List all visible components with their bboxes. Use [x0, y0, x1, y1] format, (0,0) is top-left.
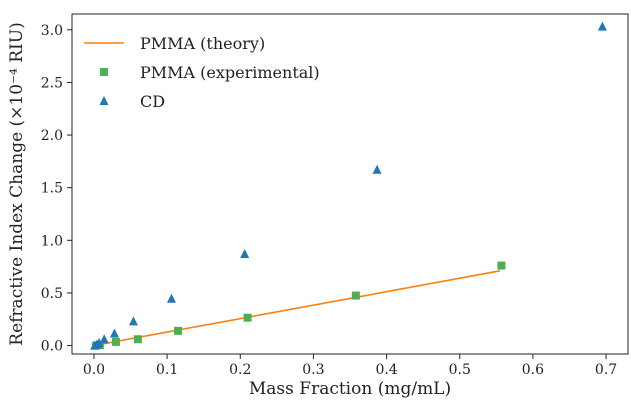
- y-tick-label: 2.5: [41, 75, 63, 91]
- legend-triangle-swatch: [99, 96, 109, 105]
- y-axis-label: Refractive Index Change (×10⁻⁴ RIU): [7, 22, 27, 345]
- cd-point: [94, 337, 104, 347]
- cd-point: [166, 293, 176, 303]
- experimental-point: [497, 261, 506, 270]
- plot-frame: [71, 13, 629, 355]
- x-tick-label: 0.5: [449, 362, 471, 378]
- legend-item: PMMA (theory): [84, 34, 265, 53]
- cd-point: [240, 249, 250, 258]
- x-axis-label: Mass Fraction (mg/mL): [249, 379, 451, 399]
- cd-point: [128, 316, 138, 326]
- experimental-point: [351, 291, 360, 300]
- legend: PMMA (theory) PMMA (experimental) CD: [84, 34, 320, 111]
- y-tick-label: 1.5: [41, 181, 63, 197]
- y-tick-label: 0.5: [41, 286, 63, 302]
- x-tick-label: 0.4: [375, 362, 397, 378]
- y-tick-label: 1.0: [41, 233, 63, 249]
- experimental-point: [243, 313, 252, 322]
- experimental-point: [133, 335, 142, 344]
- theory-line: [93, 270, 501, 347]
- x-tick-label: 0.2: [229, 362, 251, 378]
- legend-label: PMMA (experimental): [140, 63, 320, 82]
- legend-square-swatch: [100, 68, 108, 76]
- y-tick-label: 2.0: [41, 128, 63, 144]
- x-tick-label: 0.7: [595, 362, 617, 378]
- legend-item: CD: [99, 92, 165, 111]
- experimental-point: [174, 326, 183, 335]
- x-tick-label: 0.0: [83, 362, 105, 378]
- x-tick-label: 0.3: [302, 362, 324, 378]
- y-axis-ticks: 0.0 0.5 1.0 1.5 2.0 2.5 3.0: [41, 23, 72, 355]
- legend-item: PMMA (experimental): [100, 63, 320, 82]
- legend-label: CD: [140, 92, 165, 111]
- x-tick-label: 0.1: [156, 362, 178, 378]
- cd-point: [372, 164, 382, 174]
- cd-point: [597, 21, 607, 31]
- y-tick-label: 0.0: [41, 339, 63, 355]
- experimental-point: [111, 337, 120, 346]
- legend-label: PMMA (theory): [140, 34, 265, 53]
- y-tick-label: 3.0: [41, 23, 63, 39]
- x-axis-ticks: 0.0 0.1 0.2 0.3 0.4 0.5 0.6 0.7: [83, 354, 617, 378]
- x-tick-label: 0.6: [522, 362, 544, 378]
- series-line: [93, 270, 501, 347]
- plot-border: [71, 13, 629, 355]
- cd-point: [109, 328, 119, 338]
- series-triangle: [90, 21, 607, 350]
- series-square: [92, 261, 506, 350]
- cd-point: [99, 334, 109, 344]
- chart-marks: [90, 21, 607, 350]
